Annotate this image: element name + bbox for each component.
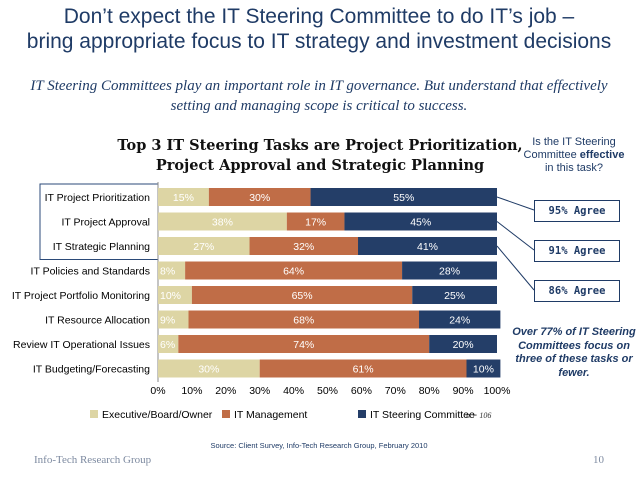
agree-box-planning: 86% Agree — [534, 280, 620, 302]
category-label: IT Budgeting/Forecasting — [33, 364, 150, 376]
x-tick-label: 10% — [181, 385, 202, 397]
data-label: 17% — [305, 217, 326, 229]
x-tick-label: 90% — [453, 385, 474, 397]
data-label: 24% — [449, 315, 470, 327]
data-label: 41% — [417, 241, 438, 253]
data-label: 15% — [173, 192, 194, 204]
category-label: IT Project Approval — [61, 217, 150, 229]
slide-title-line1: Don’t expect the IT Steering Committee t… — [63, 5, 575, 28]
data-label: 27% — [193, 241, 214, 253]
data-label: 10% — [160, 290, 181, 302]
x-tick-label: 50% — [317, 385, 338, 397]
bar-segment — [178, 335, 430, 353]
bar-segment — [419, 310, 501, 329]
data-label: 74% — [293, 339, 314, 351]
data-label: 10% — [473, 364, 494, 376]
bar-segment — [358, 237, 497, 255]
x-tick-label: 0% — [150, 385, 165, 397]
category-label: Review IT Operational Issues — [13, 339, 150, 351]
bar-segment — [402, 261, 497, 280]
legend-swatch — [222, 410, 230, 418]
data-label: 8% — [160, 266, 175, 278]
bar-segment — [188, 310, 420, 329]
chart-title-line1: Top 3 IT Steering Tasks are Project Prio… — [117, 137, 523, 154]
side-question: Is the IT Steering Committee effective i… — [520, 136, 628, 175]
data-label: 6% — [160, 339, 175, 351]
bar-segment — [158, 237, 250, 255]
bar-segment — [429, 335, 497, 353]
data-label: 32% — [293, 241, 314, 253]
bar-segment — [412, 286, 497, 304]
bar-segment — [158, 286, 192, 304]
chart-title: Top 3 IT Steering Tasks are Project Prio… — [100, 136, 540, 176]
legend-label: IT Steering Committee — [370, 409, 475, 421]
bar-segment — [344, 212, 497, 231]
footer-org: Info-Tech Research Group — [34, 454, 152, 466]
legend-label: IT Management — [234, 409, 307, 421]
side-question-post: in this task? — [544, 162, 604, 174]
x-tick-label: 60% — [351, 385, 372, 397]
category-label: IT Project Portfolio Monitoring — [12, 290, 150, 302]
data-label: 64% — [283, 266, 304, 278]
data-label: 65% — [292, 290, 313, 302]
data-label: 30% — [249, 192, 270, 204]
callout-line — [496, 245, 535, 291]
category-label: IT Strategic Planning — [53, 241, 150, 253]
legend-label: Executive/Board/Owner — [102, 409, 213, 421]
bar-segment — [158, 188, 209, 206]
bar-segment — [259, 359, 467, 378]
chart-title-line2: Project Approval and Strategic Planning — [155, 157, 485, 174]
x-tick-label: 80% — [419, 385, 440, 397]
summary-note: Over 77% of IT Steering Committees focus… — [512, 326, 636, 379]
agree-box-approval: 91% Agree — [534, 240, 620, 262]
callout-line — [496, 196, 535, 211]
data-label: 28% — [439, 266, 460, 278]
slide-title-line2: bring appropriate focus to IT strategy a… — [26, 30, 612, 53]
category-label: IT Policies and Standards — [31, 266, 150, 278]
callout-line — [496, 221, 535, 251]
x-tick-label: 30% — [249, 385, 270, 397]
bar-segment — [466, 359, 501, 378]
data-label: 25% — [444, 290, 465, 302]
bar-segment — [158, 310, 189, 329]
bar-segment — [191, 286, 413, 304]
data-label: 55% — [393, 192, 414, 204]
x-tick-label: 70% — [385, 385, 406, 397]
data-label: 45% — [410, 217, 431, 229]
data-label: 38% — [212, 217, 233, 229]
legend-swatch — [90, 410, 98, 418]
bar-segment — [310, 188, 497, 206]
x-tick-label: 40% — [283, 385, 304, 397]
data-label: 9% — [160, 315, 175, 327]
data-label: 30% — [198, 364, 219, 376]
bar-segment — [158, 212, 287, 231]
side-question-bold: effective — [579, 149, 625, 161]
bar-segment — [158, 261, 186, 280]
legend-swatch — [358, 410, 366, 418]
category-label: IT Resource Allocation — [45, 315, 150, 327]
slide-title: Don’t expect the IT Steering Committee t… — [0, 4, 638, 54]
x-tick-label: 20% — [215, 385, 236, 397]
category-label: IT Project Prioritization — [45, 192, 151, 204]
sample-size: n = 106 — [466, 411, 491, 420]
x-tick-label: 100% — [484, 385, 511, 397]
data-label: 68% — [293, 315, 314, 327]
agree-box-prioritization: 95% Agree — [534, 200, 620, 222]
bar-segment — [249, 237, 359, 255]
source-note: Source: Client Survey, Info-Tech Researc… — [210, 441, 428, 450]
slide-subtitle: IT Steering Committees play an important… — [30, 78, 608, 114]
bar-segment — [158, 335, 179, 353]
data-label: 20% — [453, 339, 474, 351]
bar-segment — [286, 212, 345, 231]
page-number: 10 — [593, 454, 604, 466]
side-question-pre: Is the IT Steering Committee — [523, 136, 616, 161]
data-label: 61% — [353, 364, 374, 376]
bar-segment — [208, 188, 311, 206]
bar-segment — [158, 359, 260, 378]
bar-segment — [185, 261, 403, 280]
